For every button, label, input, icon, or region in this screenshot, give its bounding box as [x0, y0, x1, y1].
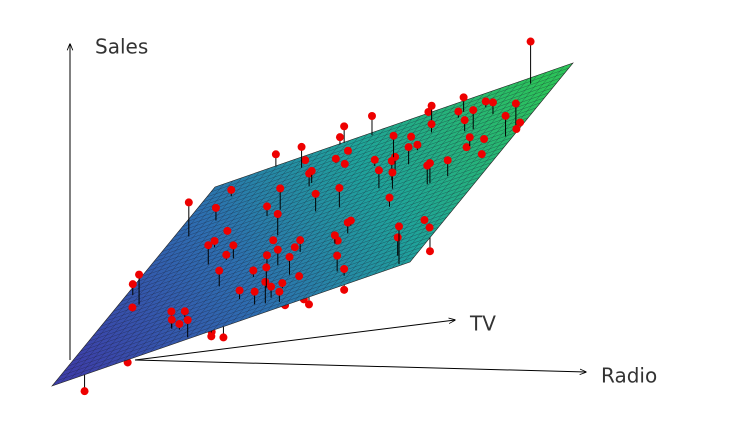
tv-label: TV: [469, 312, 496, 336]
observation-point: [425, 223, 434, 232]
points-above-plane: [128, 37, 535, 338]
observation-point: [413, 140, 422, 149]
observation-point: [424, 107, 433, 116]
observation-point: [269, 236, 278, 245]
observation-point: [526, 37, 535, 46]
observation-point: [460, 116, 469, 125]
observation-point: [263, 202, 272, 211]
observation-point: [340, 159, 349, 168]
observation-point: [335, 183, 344, 192]
observation-point: [330, 231, 339, 240]
observation-point: [290, 243, 299, 252]
observation-point: [180, 307, 189, 316]
observation-point: [278, 279, 287, 288]
observation-point: [385, 193, 394, 202]
sales-label: Sales: [95, 35, 148, 59]
observation-point: [511, 99, 520, 108]
observation-point: [370, 155, 379, 164]
observation-point: [394, 222, 403, 231]
observation-point: [374, 166, 383, 175]
observation-point: [210, 236, 219, 245]
observation-point: [304, 300, 313, 309]
observation-point: [249, 266, 258, 275]
observation-point: [128, 303, 137, 312]
observation-point: [335, 133, 344, 142]
observation-point: [420, 216, 429, 225]
observation-point: [219, 333, 228, 342]
observation-point: [343, 146, 352, 155]
observation-point: [465, 133, 474, 142]
observation-point: [307, 166, 316, 175]
observation-point: [235, 286, 244, 295]
observation-point: [512, 125, 521, 134]
observation-point: [427, 120, 436, 129]
observation-point: [407, 132, 416, 141]
observation-point: [501, 111, 510, 120]
observation-point: [215, 266, 224, 275]
radio-label: Radio: [601, 364, 657, 388]
observation-point: [333, 251, 342, 260]
observation-point: [443, 156, 452, 165]
observation-point: [296, 236, 305, 245]
observation-point: [404, 143, 413, 152]
observation-point: [423, 161, 432, 170]
observation-point: [393, 233, 402, 242]
observation-point: [167, 315, 176, 324]
observation-point: [207, 332, 216, 341]
observation-point: [175, 319, 184, 328]
observation-point: [469, 106, 478, 115]
observation-point: [389, 131, 398, 140]
observation-point: [223, 226, 232, 235]
observation-point: [346, 216, 355, 225]
observation-point: [261, 277, 270, 286]
observation-point: [262, 263, 271, 272]
observation-point: [80, 387, 89, 396]
observation-point: [340, 265, 349, 274]
observation-point: [183, 315, 192, 324]
observation-point: [276, 184, 285, 193]
observation-point: [477, 150, 486, 159]
observation-point: [250, 287, 259, 296]
observation-point: [227, 185, 236, 194]
observation-point: [204, 241, 213, 250]
observation-point: [459, 93, 468, 102]
observation-point: [367, 112, 376, 121]
observation-point: [222, 250, 231, 259]
observation-point: [267, 282, 276, 291]
observation-point: [229, 241, 238, 250]
observation-point: [273, 209, 282, 218]
observation-point: [311, 189, 320, 198]
observation-point: [271, 150, 280, 159]
observation-point: [340, 122, 349, 131]
observation-point: [480, 135, 489, 144]
observation-point: [454, 107, 463, 116]
observation-point: [275, 287, 284, 296]
axes: [70, 44, 586, 372]
observation-point: [427, 101, 436, 110]
observation-point: [481, 97, 490, 106]
observation-point: [273, 245, 282, 254]
observation-point: [295, 272, 304, 281]
observation-point: [262, 251, 271, 260]
observation-point: [301, 156, 310, 165]
radio-axis: [134, 359, 586, 372]
observation-point: [135, 270, 144, 279]
observation-point: [388, 168, 397, 177]
observation-point: [167, 307, 176, 316]
observation-point: [340, 285, 349, 294]
observation-point: [425, 247, 434, 256]
observation-point: [184, 198, 193, 207]
observation-point: [488, 98, 497, 107]
tv-axis: [134, 320, 455, 361]
observation-point: [297, 142, 306, 151]
observation-point: [211, 203, 220, 212]
observation-point: [462, 143, 471, 152]
observation-point: [285, 252, 294, 261]
observation-point: [516, 118, 525, 127]
observation-point: [128, 280, 137, 289]
observation-point: [391, 152, 400, 161]
observation-point: [331, 154, 340, 163]
